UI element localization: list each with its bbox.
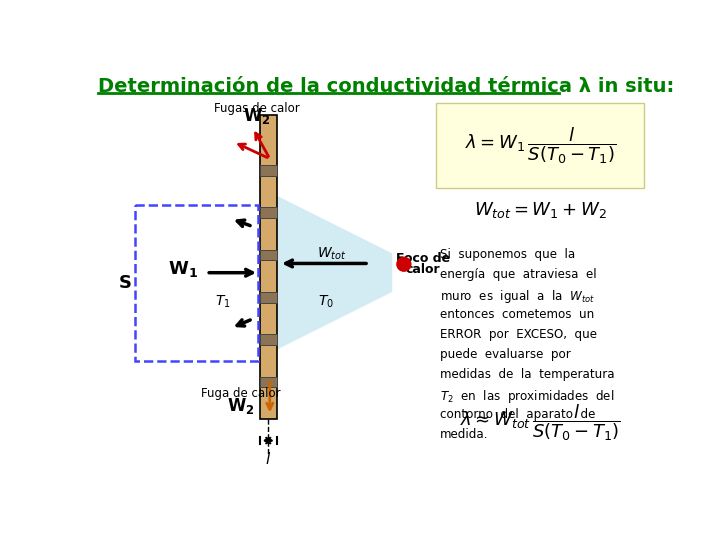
FancyBboxPatch shape [436, 103, 644, 188]
Text: contorno  del  aparato  de: contorno del aparato de [441, 408, 595, 421]
Bar [260, 249, 276, 260]
Text: $W_{tot} = W_1 + W_2$: $W_{tot} = W_1 + W_2$ [474, 200, 607, 220]
Bar [260, 334, 276, 345]
Text: puede  evaluarse  por: puede evaluarse por [441, 348, 571, 361]
Text: calor: calor [406, 263, 441, 276]
Text: $\mathbf{W_1}$: $\mathbf{W_1}$ [168, 259, 197, 279]
Text: $\lambda \approx W_{tot}\,\dfrac{l}{S(T_0 - T_1)}$: $\lambda \approx W_{tot}\,\dfrac{l}{S(T_… [460, 402, 621, 443]
Bar [260, 207, 276, 218]
Bar [260, 377, 276, 387]
Text: energía  que  atraviesa  el: energía que atraviesa el [441, 268, 597, 281]
Text: Fuga de calor: Fuga de calor [202, 387, 281, 400]
Text: medidas  de  la  temperatura: medidas de la temperatura [441, 368, 615, 381]
Text: $W_{tot}$: $W_{tot}$ [317, 246, 346, 262]
Text: $\lambda = W_1\,\dfrac{l}{S(T_0 - T_1)}$: $\lambda = W_1\,\dfrac{l}{S(T_0 - T_1)}$ [464, 125, 616, 166]
Text: $\mathbf{W_2}$: $\mathbf{W_2}$ [243, 106, 271, 126]
Text: Si  suponemos  que  la: Si suponemos que la [441, 248, 575, 261]
Text: $T_1$: $T_1$ [215, 294, 231, 310]
Bar [260, 115, 276, 419]
Text: $l$: $l$ [265, 450, 271, 467]
Text: $T_0$: $T_0$ [318, 294, 334, 310]
Text: Foco de: Foco de [396, 252, 450, 265]
Bar [135, 205, 258, 361]
Text: ERROR  por  EXCESO,  que: ERROR por EXCESO, que [441, 328, 598, 341]
Bar [260, 292, 276, 303]
Text: entonces  cometemos  un: entonces cometemos un [441, 308, 595, 321]
Text: $T_2$  en  las  proximidades  del: $T_2$ en las proximidades del [441, 388, 615, 405]
Text: medida.: medida. [441, 428, 489, 441]
Text: Fugas de calor: Fugas de calor [214, 102, 300, 115]
Text: muro  es  igual  a  la  $W_{tot}$: muro es igual a la $W_{tot}$ [441, 288, 595, 305]
Polygon shape [276, 195, 392, 350]
Text: Determinación de la conductividad térmica λ in situ:: Determinación de la conductividad térmic… [98, 77, 674, 96]
Text: $\mathbf{S}$: $\mathbf{S}$ [118, 274, 132, 292]
Text: $\mathbf{W_2}$: $\mathbf{W_2}$ [228, 396, 255, 416]
Bar [260, 165, 276, 176]
Circle shape [397, 257, 411, 271]
